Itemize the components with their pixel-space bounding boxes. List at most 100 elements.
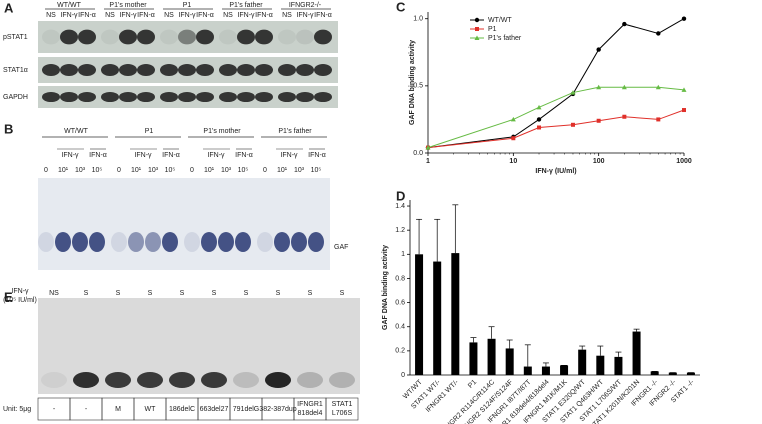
x-tick-label: 100 bbox=[593, 158, 605, 165]
cell-text: 818del4 bbox=[298, 410, 323, 417]
dose-label: 10⁵ bbox=[238, 167, 249, 174]
band bbox=[237, 29, 255, 45]
x-tick-label: IFNGR1 WT/- bbox=[425, 378, 461, 414]
group-label: P1 bbox=[183, 2, 192, 9]
lane-label: NS bbox=[49, 290, 59, 297]
lane-label: NS bbox=[164, 12, 174, 19]
lane-label: S bbox=[276, 290, 281, 297]
band bbox=[196, 64, 214, 76]
y-tick-label: 0.0 bbox=[413, 150, 423, 157]
dose-label: 10¹ bbox=[204, 167, 215, 174]
band bbox=[78, 91, 96, 103]
cell-text: - bbox=[53, 406, 56, 413]
legend-marker bbox=[475, 27, 479, 31]
bar bbox=[433, 261, 442, 375]
band bbox=[73, 372, 99, 388]
marker bbox=[570, 90, 576, 95]
y-tick-label: 0.4 bbox=[395, 324, 405, 331]
band bbox=[169, 372, 195, 388]
x-tick-label: 1 bbox=[426, 158, 430, 165]
dose-label: 10³ bbox=[221, 167, 232, 174]
bar bbox=[469, 342, 478, 375]
marker bbox=[596, 118, 601, 123]
panel-label: A bbox=[4, 0, 14, 15]
band bbox=[274, 232, 290, 252]
lane-label: S bbox=[212, 290, 217, 297]
x-axis-label: IFN-γ (IU/ml) bbox=[535, 168, 576, 175]
band bbox=[201, 372, 227, 388]
y-tick-label: 1.4 bbox=[395, 203, 405, 210]
legend-marker bbox=[474, 17, 480, 23]
dose-label: 10³ bbox=[294, 167, 305, 174]
lane-label: S bbox=[84, 290, 89, 297]
lane-label: S bbox=[308, 290, 313, 297]
lane-label: IFN-α bbox=[78, 12, 96, 19]
legend-label: P1's father bbox=[488, 35, 522, 42]
lane-label: NS bbox=[223, 12, 233, 19]
bar bbox=[541, 366, 550, 375]
dose-label: 0 bbox=[44, 167, 48, 174]
band bbox=[255, 91, 273, 103]
band bbox=[60, 91, 78, 103]
marker bbox=[511, 136, 516, 141]
marker bbox=[656, 31, 661, 36]
bar bbox=[415, 254, 424, 375]
x-tick-label: 1000 bbox=[676, 158, 692, 165]
marker bbox=[536, 104, 542, 110]
band bbox=[41, 372, 67, 388]
y-tick-label: 0.2 bbox=[395, 348, 405, 355]
lane-label: IFN-γ bbox=[119, 12, 137, 19]
marker bbox=[621, 84, 627, 90]
band bbox=[137, 64, 155, 76]
marker bbox=[681, 87, 687, 92]
band bbox=[60, 29, 78, 45]
band bbox=[218, 232, 234, 252]
lane-label: IFN-γ bbox=[60, 12, 78, 19]
dose-label: 0 bbox=[117, 167, 121, 174]
subhead: IFN-α bbox=[89, 152, 107, 159]
band bbox=[145, 232, 161, 252]
bar bbox=[451, 253, 460, 375]
cell-text: IFNGR1 bbox=[297, 401, 323, 408]
subhead: IFN-γ bbox=[207, 152, 225, 159]
subhead: IFN-α bbox=[162, 152, 180, 159]
bar bbox=[596, 355, 605, 375]
band bbox=[137, 91, 155, 103]
band bbox=[196, 91, 214, 103]
band bbox=[38, 232, 54, 252]
y-tick-label: 1 bbox=[401, 251, 405, 258]
dose-label: 10¹ bbox=[131, 167, 142, 174]
group-label: P1's mother bbox=[203, 128, 241, 135]
marker bbox=[682, 108, 686, 113]
lane-label: IFN-γ bbox=[296, 12, 314, 19]
dose-label: 0 bbox=[263, 167, 267, 174]
marker bbox=[656, 117, 661, 122]
lane-label: S bbox=[180, 290, 185, 297]
band bbox=[296, 91, 314, 103]
group-label: P1's father bbox=[229, 2, 263, 9]
band bbox=[235, 232, 251, 252]
band bbox=[257, 232, 273, 252]
marker bbox=[596, 84, 602, 90]
band bbox=[278, 91, 296, 103]
blot bbox=[38, 178, 330, 270]
dose-label: 10¹ bbox=[277, 167, 288, 174]
lane-label: S bbox=[148, 290, 153, 297]
y-tick-label: 1.2 bbox=[395, 227, 405, 234]
band bbox=[178, 64, 196, 76]
band bbox=[55, 232, 71, 252]
band bbox=[119, 29, 137, 45]
band bbox=[297, 372, 323, 388]
lane-label: S bbox=[244, 290, 249, 297]
dose-label: 10¹ bbox=[58, 167, 69, 174]
marker bbox=[622, 114, 627, 119]
panel-label: E bbox=[4, 289, 13, 304]
dose-label: 10⁵ bbox=[311, 167, 322, 174]
subhead: IFN-γ bbox=[61, 152, 79, 159]
panel-label: D bbox=[396, 188, 405, 203]
bar bbox=[487, 338, 496, 375]
marker bbox=[596, 47, 601, 52]
cell-text: - bbox=[85, 406, 88, 413]
series-line bbox=[427, 109, 685, 149]
